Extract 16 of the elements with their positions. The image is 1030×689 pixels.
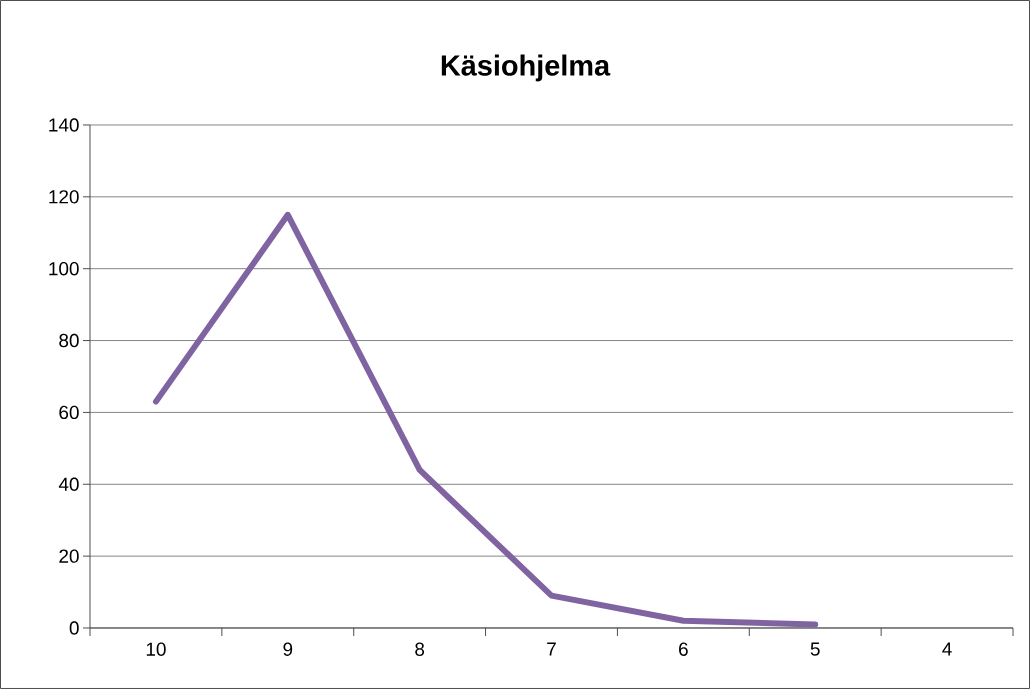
y-tick-label: 20 (59, 549, 79, 563)
x-tick-label: 10 (146, 642, 166, 656)
y-tick-label: 120 (49, 190, 79, 204)
x-tick-label: 5 (810, 642, 820, 656)
chart-title: Käsiohjelma (441, 54, 611, 82)
x-tick-label: 7 (547, 642, 556, 656)
y-tick-label: 80 (59, 333, 79, 348)
y-tick-label: 40 (58, 477, 79, 491)
x-tick-label: 9 (283, 642, 293, 656)
y-tick-label: 60 (59, 405, 79, 420)
x-tick-label: 4 (942, 642, 952, 656)
y-tick-label: 100 (49, 262, 79, 276)
y-tick-label: 0 (69, 621, 79, 635)
x-tick-label: 6 (679, 642, 688, 656)
y-tick-label: 140 (49, 118, 79, 132)
x-tick-label: 8 (415, 642, 425, 656)
